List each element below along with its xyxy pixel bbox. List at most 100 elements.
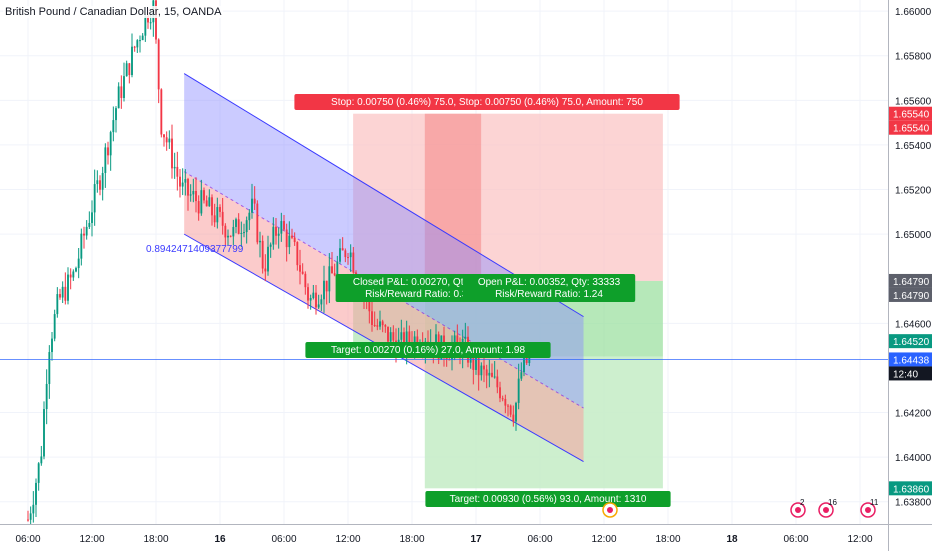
candle-body (403, 332, 405, 351)
event-icon[interactable]: 2 (790, 498, 806, 518)
price-tick: 1.65800 (895, 52, 932, 63)
candle-body (141, 35, 144, 41)
time-axis[interactable]: 06:00 12:00 18:00 16 06:00 12:00 18:00 17 06:00 1… (0, 524, 888, 551)
candle-body (107, 147, 109, 156)
candle-body (453, 335, 456, 347)
candle-body (235, 219, 237, 227)
target-big-label: Target: 0.00930 (0.56%) 93.0, Amount: 13… (425, 491, 671, 507)
event-markers[interactable]: 2 16 11 (602, 498, 879, 518)
candle-body (205, 200, 208, 207)
candle-body (341, 248, 344, 251)
position-zones[interactable] (353, 113, 663, 489)
candle-body (77, 258, 80, 269)
candle-body (349, 252, 352, 258)
candle-body (509, 405, 512, 415)
candle-body (112, 120, 115, 133)
price-chart[interactable]: Stop: 0.00750 (0.46%) 75.0, Stop: 0.0075… (0, 0, 888, 524)
candle-body (83, 233, 85, 236)
price-axis-labels: 1.66000 1.65800 1.65600 1.65400 1.65200 1.650… (889, 7, 932, 509)
candle-body (29, 513, 32, 520)
candle-body (269, 244, 272, 247)
flag-icon[interactable] (602, 502, 618, 518)
candle-body (339, 248, 341, 262)
candle-body (485, 369, 488, 376)
candle-body (248, 212, 251, 221)
candle-body (373, 324, 376, 326)
price-tick: 1.66000 (895, 7, 932, 18)
candle-body (203, 190, 205, 201)
event-icon-dot (865, 507, 871, 513)
price-axis[interactable]: 1.66000 1.65800 1.65600 1.65400 1.65200 1.650… (888, 0, 932, 524)
candle-body (160, 89, 163, 135)
target-big-label-text: Target: 0.00930 (0.56%) 93.0, Amount: 13… (450, 494, 647, 505)
event-count: 2 (800, 498, 805, 507)
stop-label: Stop: 0.00750 (0.46%) 75.0, Stop: 0.0075… (294, 94, 680, 110)
candle-body (515, 402, 517, 422)
candle-body (456, 335, 459, 343)
candle-body (221, 211, 224, 226)
target-small-label-bg (305, 342, 551, 358)
price-tick: 1.64600 (895, 319, 932, 330)
candle-body (80, 233, 83, 259)
candle-body (392, 332, 395, 341)
open-pl-label: Open P&L: 0.00352, Qty: 33333Risk/Reward… (462, 274, 636, 302)
candle-body (237, 219, 240, 234)
candle-body (379, 321, 381, 327)
candle-body (283, 221, 285, 230)
candle-body (315, 292, 317, 308)
price-label: 1.63860 (893, 484, 930, 495)
candle-body (213, 215, 216, 223)
candle-body (184, 179, 187, 183)
candle-body (59, 294, 61, 298)
candle-body (208, 197, 211, 207)
stop-label-bg (294, 94, 680, 110)
candle-body (48, 352, 51, 384)
candle-body (368, 297, 371, 312)
candle-body (285, 229, 288, 248)
event-count: 16 (828, 498, 837, 507)
candle-body (176, 166, 179, 177)
price-tick: 1.65200 (895, 186, 932, 197)
price-label: 1.64520 (893, 337, 930, 348)
candle-body (179, 176, 181, 187)
candle-body (245, 220, 248, 233)
price-tick: 1.65600 (895, 96, 932, 107)
price-tick: 1.65000 (895, 230, 932, 241)
candle-body (53, 314, 56, 339)
time-tick: 06:00 (527, 534, 552, 545)
candle-body (125, 63, 128, 77)
candle-body (104, 147, 107, 173)
candle-body (408, 331, 411, 344)
candle-body (216, 207, 219, 223)
price-label: 1.65540 (893, 124, 930, 135)
price-label-bg (889, 352, 932, 367)
candle-body (331, 266, 333, 274)
regression-channel[interactable] (183, 73, 584, 463)
candle-body (43, 409, 45, 457)
target-small-label: Target: 0.00270 (0.16%) 27.0, Amount: 1.… (305, 342, 551, 358)
candle-body (320, 299, 323, 305)
event-icon[interactable]: 11 (860, 498, 879, 518)
event-icon[interactable]: 16 (818, 498, 837, 518)
open-pl-label-text: Open P&L: 0.00352, Qty: 33333 (478, 277, 621, 288)
candle-body (488, 372, 491, 376)
candle-body (45, 383, 48, 410)
candle-body (291, 235, 293, 238)
stop-zone (353, 113, 663, 281)
candle-body (187, 179, 189, 196)
channel-mid-line (183, 171, 584, 409)
price-label-bg (889, 334, 932, 349)
channel-lower-band (184, 171, 584, 462)
open-pl-label-text: Risk/Reward Ratio: 1.24 (495, 289, 603, 300)
candle-body (347, 257, 349, 259)
candle-body (317, 304, 320, 308)
candle-body (173, 166, 176, 169)
candle-body (195, 191, 197, 202)
candle-body (232, 226, 235, 237)
candle-body (251, 198, 253, 213)
candle-body (149, 22, 152, 24)
candle-body (261, 240, 264, 269)
price-label-bg (889, 120, 932, 135)
candle-body (304, 273, 307, 288)
